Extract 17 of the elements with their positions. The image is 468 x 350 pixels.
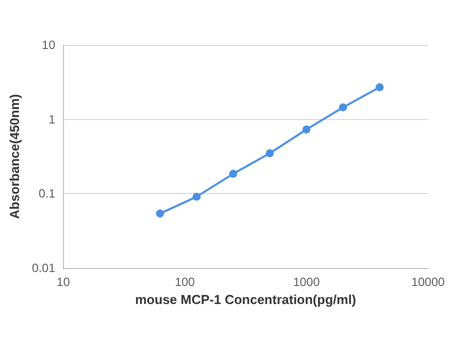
x-axis-title: mouse MCP-1 Concentration(pg/ml) — [135, 292, 356, 307]
x-tick-label: 10 — [56, 275, 70, 289]
y-axis-title: Absorbance(450nm) — [7, 94, 22, 219]
x-tick-label: 10000 — [411, 275, 446, 289]
x-tick-label: 1000 — [293, 275, 320, 289]
x-tick-label: 100 — [174, 275, 196, 289]
y-tick-label: 0.01 — [32, 261, 56, 275]
point — [229, 170, 238, 178]
y-tick-label: 0.1 — [38, 186, 56, 201]
point — [302, 125, 310, 134]
point — [266, 149, 274, 158]
point — [339, 103, 348, 112]
point — [376, 83, 384, 92]
point — [156, 210, 164, 218]
y-tick-label: 1 — [48, 112, 56, 126]
y-tick-label: 10 — [42, 38, 56, 52]
point — [192, 192, 201, 201]
